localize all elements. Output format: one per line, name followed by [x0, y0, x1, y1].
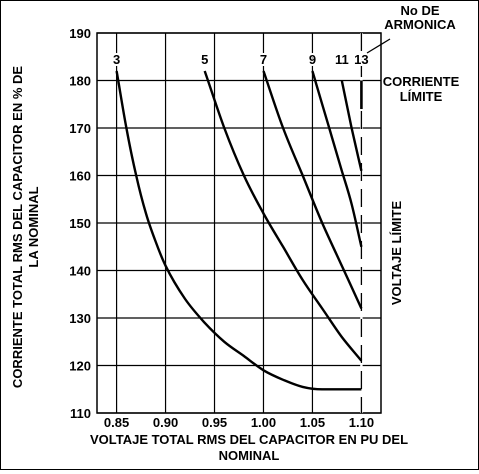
- current-limit-label: LÍMITE: [400, 89, 443, 104]
- y-tick-label: 110: [70, 406, 91, 421]
- x-axis-label: NOMINAL: [219, 448, 280, 463]
- current-limit-label: CORRIENTE: [383, 74, 460, 89]
- plot-area: [96, 32, 382, 414]
- x-tick-labels: 0.85 0.90 0.95 1.00 1.05 1.10: [104, 415, 374, 430]
- axis-labels: VOLTAJE TOTAL RMS DEL CAPACITOR EN PU DE…: [10, 66, 408, 463]
- x-tick-label: 0.90: [153, 415, 178, 430]
- harmonic-header: ARMONICA: [384, 17, 456, 32]
- voltage-limit-label: VOLTAJE LÍMITE: [389, 201, 404, 306]
- x-axis-label: VOLTAJE TOTAL RMS DEL CAPACITOR EN PU DE…: [90, 432, 408, 447]
- y-tick-label: 170: [69, 121, 91, 136]
- x-tick-label: 1.05: [300, 415, 325, 430]
- harmonic-label-7: 7: [260, 52, 267, 67]
- harmonic-label-9: 9: [309, 52, 316, 67]
- x-tick-label: 1.00: [251, 415, 276, 430]
- y-tick-label: 160: [69, 169, 91, 184]
- x-tick-label: 0.95: [202, 415, 227, 430]
- y-tick-label: 130: [69, 311, 91, 326]
- x-tick-label: 1.10: [349, 415, 374, 430]
- harmonic-curve-9: [311, 70, 363, 248]
- harmonic-curve-5: [203, 70, 363, 362]
- harmonic-curve-11: [340, 80, 363, 172]
- harmonic-curve-3: [115, 70, 362, 391]
- y-tick-label: 140: [69, 264, 91, 279]
- harmonic-label-13: 13: [354, 52, 368, 67]
- y-axis-label: LA NOMINAL: [26, 186, 41, 267]
- harmonic-label-3: 3: [113, 52, 120, 67]
- harmonic-label-5: 5: [201, 52, 208, 67]
- y-tick-label: 180: [69, 74, 91, 89]
- harmonic-curve-7: [262, 70, 363, 309]
- harmonic-label-11: 11: [335, 52, 349, 67]
- x-tick-label: 0.85: [104, 415, 129, 430]
- harmonic-header-leader: [366, 38, 391, 54]
- grid: [97, 32, 381, 414]
- y-tick-label: 190: [69, 26, 91, 41]
- y-tick-label: 120: [69, 359, 91, 374]
- harmonic-header: No DE: [401, 3, 440, 18]
- y-tick-labels: 110 120 130 140 150 160 170 180 190: [69, 26, 91, 421]
- curves: [115, 70, 363, 391]
- y-axis-label: CORRIENTE TOTAL RMS DEL CAPACITOR EN % D…: [10, 66, 25, 388]
- y-tick-label: 150: [69, 216, 91, 231]
- series-labels: 3 5 7 9 11 13: [111, 50, 371, 69]
